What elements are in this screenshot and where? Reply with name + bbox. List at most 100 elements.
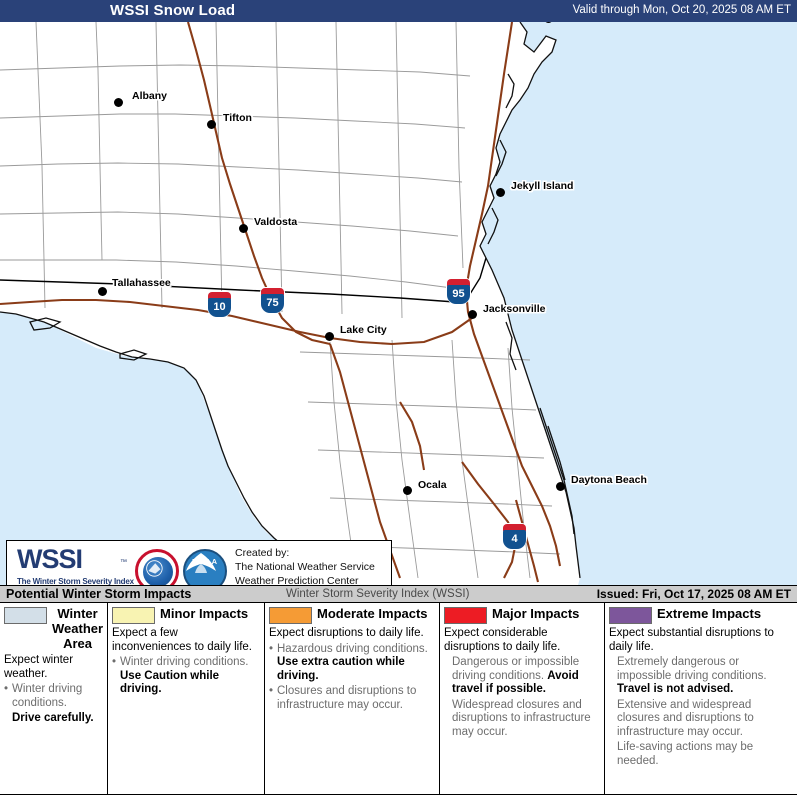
impacts-title: Potential Winter Storm Impacts bbox=[6, 587, 192, 601]
legend-text: Life-saving actions may be needed. bbox=[617, 741, 754, 767]
legend-text: Winter driving conditions. bbox=[120, 656, 249, 668]
city-label: Ocala bbox=[418, 479, 447, 491]
legend-title: Extreme Impacts bbox=[657, 606, 762, 621]
legend-text: Expect substantial disruptions to daily … bbox=[609, 627, 774, 653]
trademark-symbol: ™ bbox=[120, 559, 127, 566]
legend-title: Winter Weather Area bbox=[52, 606, 104, 651]
city-dot bbox=[403, 486, 412, 495]
legend-text: Widespread closures and disruptions to i… bbox=[452, 698, 591, 738]
legend-title: Major Impacts bbox=[492, 606, 580, 621]
legend-text: Expect winter weather. bbox=[4, 654, 74, 680]
interstate-shield-icon: 95 bbox=[446, 278, 471, 305]
legend-line: Winter driving conditions. bbox=[4, 683, 103, 710]
city-dot bbox=[114, 98, 123, 107]
created-by-block: Created by: The National Weather Service… bbox=[235, 546, 375, 585]
impact-legend: Winter Weather Area Expect winter weather… bbox=[0, 603, 797, 795]
legend-line: Widespread closures and disruptions to i… bbox=[444, 699, 600, 740]
legend-text: Expect a few inconveniences to daily lif… bbox=[112, 627, 252, 653]
legend-title: Moderate Impacts bbox=[317, 606, 428, 621]
city-label: Valdosta bbox=[254, 216, 298, 228]
legend-header: Extreme Impacts bbox=[609, 606, 793, 624]
map-geometry bbox=[0, 22, 797, 585]
city-dot bbox=[325, 332, 334, 341]
wssi-logo-box: WSSI ™ The Winter Storm Severity Index N… bbox=[6, 540, 392, 585]
city-dot bbox=[207, 120, 216, 129]
noaa-seal-icon: NOAA bbox=[183, 549, 227, 585]
legend-text-emphasis: Travel is not advised. bbox=[617, 683, 734, 695]
legend-column: Minor Impacts Expect a few inconveniences… bbox=[108, 603, 265, 794]
legend-body: Expect a few inconveniences to daily lif… bbox=[112, 627, 260, 697]
legend-header: Major Impacts bbox=[444, 606, 600, 624]
legend-body: Expect substantial disruptions to daily … bbox=[609, 627, 793, 768]
legend-text: Extensive and widespread closures and di… bbox=[617, 698, 754, 738]
header-bar: WSSI Snow Load Valid through Mon, Oct 20… bbox=[0, 0, 797, 22]
legend-line: Expect disruptions to daily life. bbox=[269, 627, 435, 641]
city-dot bbox=[544, 22, 553, 23]
legend-color-swatch bbox=[444, 607, 487, 624]
city-label: Daytona Beach bbox=[571, 474, 647, 486]
legend-text-emphasis: Avoid travel if possible. bbox=[452, 669, 579, 696]
highways bbox=[0, 22, 562, 583]
legend-column: Moderate Impacts Expect disruptions to da… bbox=[265, 603, 440, 794]
interstate-number: 4 bbox=[511, 533, 518, 545]
legend-header: Winter Weather Area bbox=[4, 606, 103, 651]
city-label: Jekyll Island bbox=[511, 180, 574, 192]
map-canvas[interactable]: Albany Tifton Valdosta Tallahassee Lake City… bbox=[0, 22, 797, 585]
legend-text-emphasis: Use Caution while driving. bbox=[120, 669, 220, 696]
interstate-shield-icon: 75 bbox=[260, 287, 285, 314]
legend-text: Closures and disruptions to infrastructu… bbox=[277, 685, 417, 711]
created-by-line-2: The National Weather Service bbox=[235, 561, 375, 573]
legend-column: Winter Weather Area Expect winter weather… bbox=[0, 603, 108, 794]
legend-line: Life-saving actions may be needed. bbox=[609, 741, 793, 768]
legend-text: Expect disruptions to daily life. bbox=[269, 627, 424, 639]
legend-text: Drive carefully. bbox=[12, 712, 94, 724]
legend-line: Drive carefully. bbox=[4, 712, 103, 726]
legend-text: Winter driving conditions. bbox=[12, 683, 83, 709]
city-label: Lake City bbox=[340, 324, 387, 336]
city-label: Albany bbox=[132, 90, 168, 102]
interstate-number: 10 bbox=[213, 301, 226, 313]
legend-color-swatch bbox=[4, 607, 47, 624]
legend-header: Minor Impacts bbox=[112, 606, 260, 624]
legend-line: Dangerous or impossible driving conditio… bbox=[444, 656, 600, 697]
legend-color-swatch bbox=[609, 607, 652, 624]
city-label: Tallahassee bbox=[112, 277, 171, 289]
created-by-line-3: Weather Prediction Center bbox=[235, 575, 359, 585]
interstate-number: 75 bbox=[266, 297, 279, 309]
interstate-number: 95 bbox=[452, 288, 465, 300]
issued-text: Issued: Fri, Oct 17, 2025 08 AM ET bbox=[596, 587, 791, 601]
legend-header: Moderate Impacts bbox=[269, 606, 435, 624]
legend-body: Expect winter weather. Winter driving con… bbox=[4, 654, 103, 726]
wssi-full-name: Winter Storm Severity Index (WSSI) bbox=[286, 588, 470, 600]
legend-text-emphasis: Use extra caution while driving. bbox=[277, 656, 405, 682]
legend-line: Expect considerable disruptions to daily… bbox=[444, 627, 600, 654]
legend-text: Expect considerable disruptions to daily… bbox=[444, 627, 561, 653]
city-dot bbox=[239, 224, 248, 233]
legend-body: Expect disruptions to daily life. Hazardo… bbox=[269, 627, 435, 712]
legend-column: Extreme Impacts Expect substantial disrup… bbox=[605, 603, 797, 794]
coastline bbox=[0, 22, 581, 579]
interstate-shield-icon: 10 bbox=[207, 291, 232, 318]
city-dot bbox=[496, 188, 505, 197]
page-title: WSSI Snow Load bbox=[110, 2, 236, 19]
legend-line: Winter driving conditions. Use Caution w… bbox=[112, 656, 260, 697]
interstate-shield-icon: 4 bbox=[502, 523, 527, 550]
legend-text: Dangerous or impossible driving conditio… bbox=[452, 656, 580, 682]
legend-line: Closures and disruptions to infrastructu… bbox=[269, 685, 435, 712]
city-dot bbox=[556, 482, 565, 491]
legend-line: Expect substantial disruptions to daily … bbox=[609, 627, 793, 654]
legend-line: Extremely dangerous or impossible drivin… bbox=[609, 656, 793, 697]
legend-line: Extensive and widespread closures and di… bbox=[609, 699, 793, 740]
wssi-wordmark: WSSI bbox=[17, 544, 83, 574]
legend-line: Hazardous driving conditions. Use extra … bbox=[269, 643, 435, 684]
legend-color-swatch bbox=[112, 607, 155, 624]
created-by-line-1: Created by: bbox=[235, 547, 290, 559]
city-dot bbox=[98, 287, 107, 296]
legend-text: Hazardous driving conditions. bbox=[277, 642, 428, 655]
valid-through-text: Valid through Mon, Oct 20, 2025 08 AM ET bbox=[572, 4, 791, 16]
impacts-subheader-bar: Potential Winter Storm Impacts Winter St… bbox=[0, 585, 797, 603]
legend-line: Expect a few inconveniences to daily lif… bbox=[112, 627, 260, 654]
legend-column: Major Impacts Expect considerable disrupt… bbox=[440, 603, 605, 794]
legend-color-swatch bbox=[269, 607, 312, 624]
